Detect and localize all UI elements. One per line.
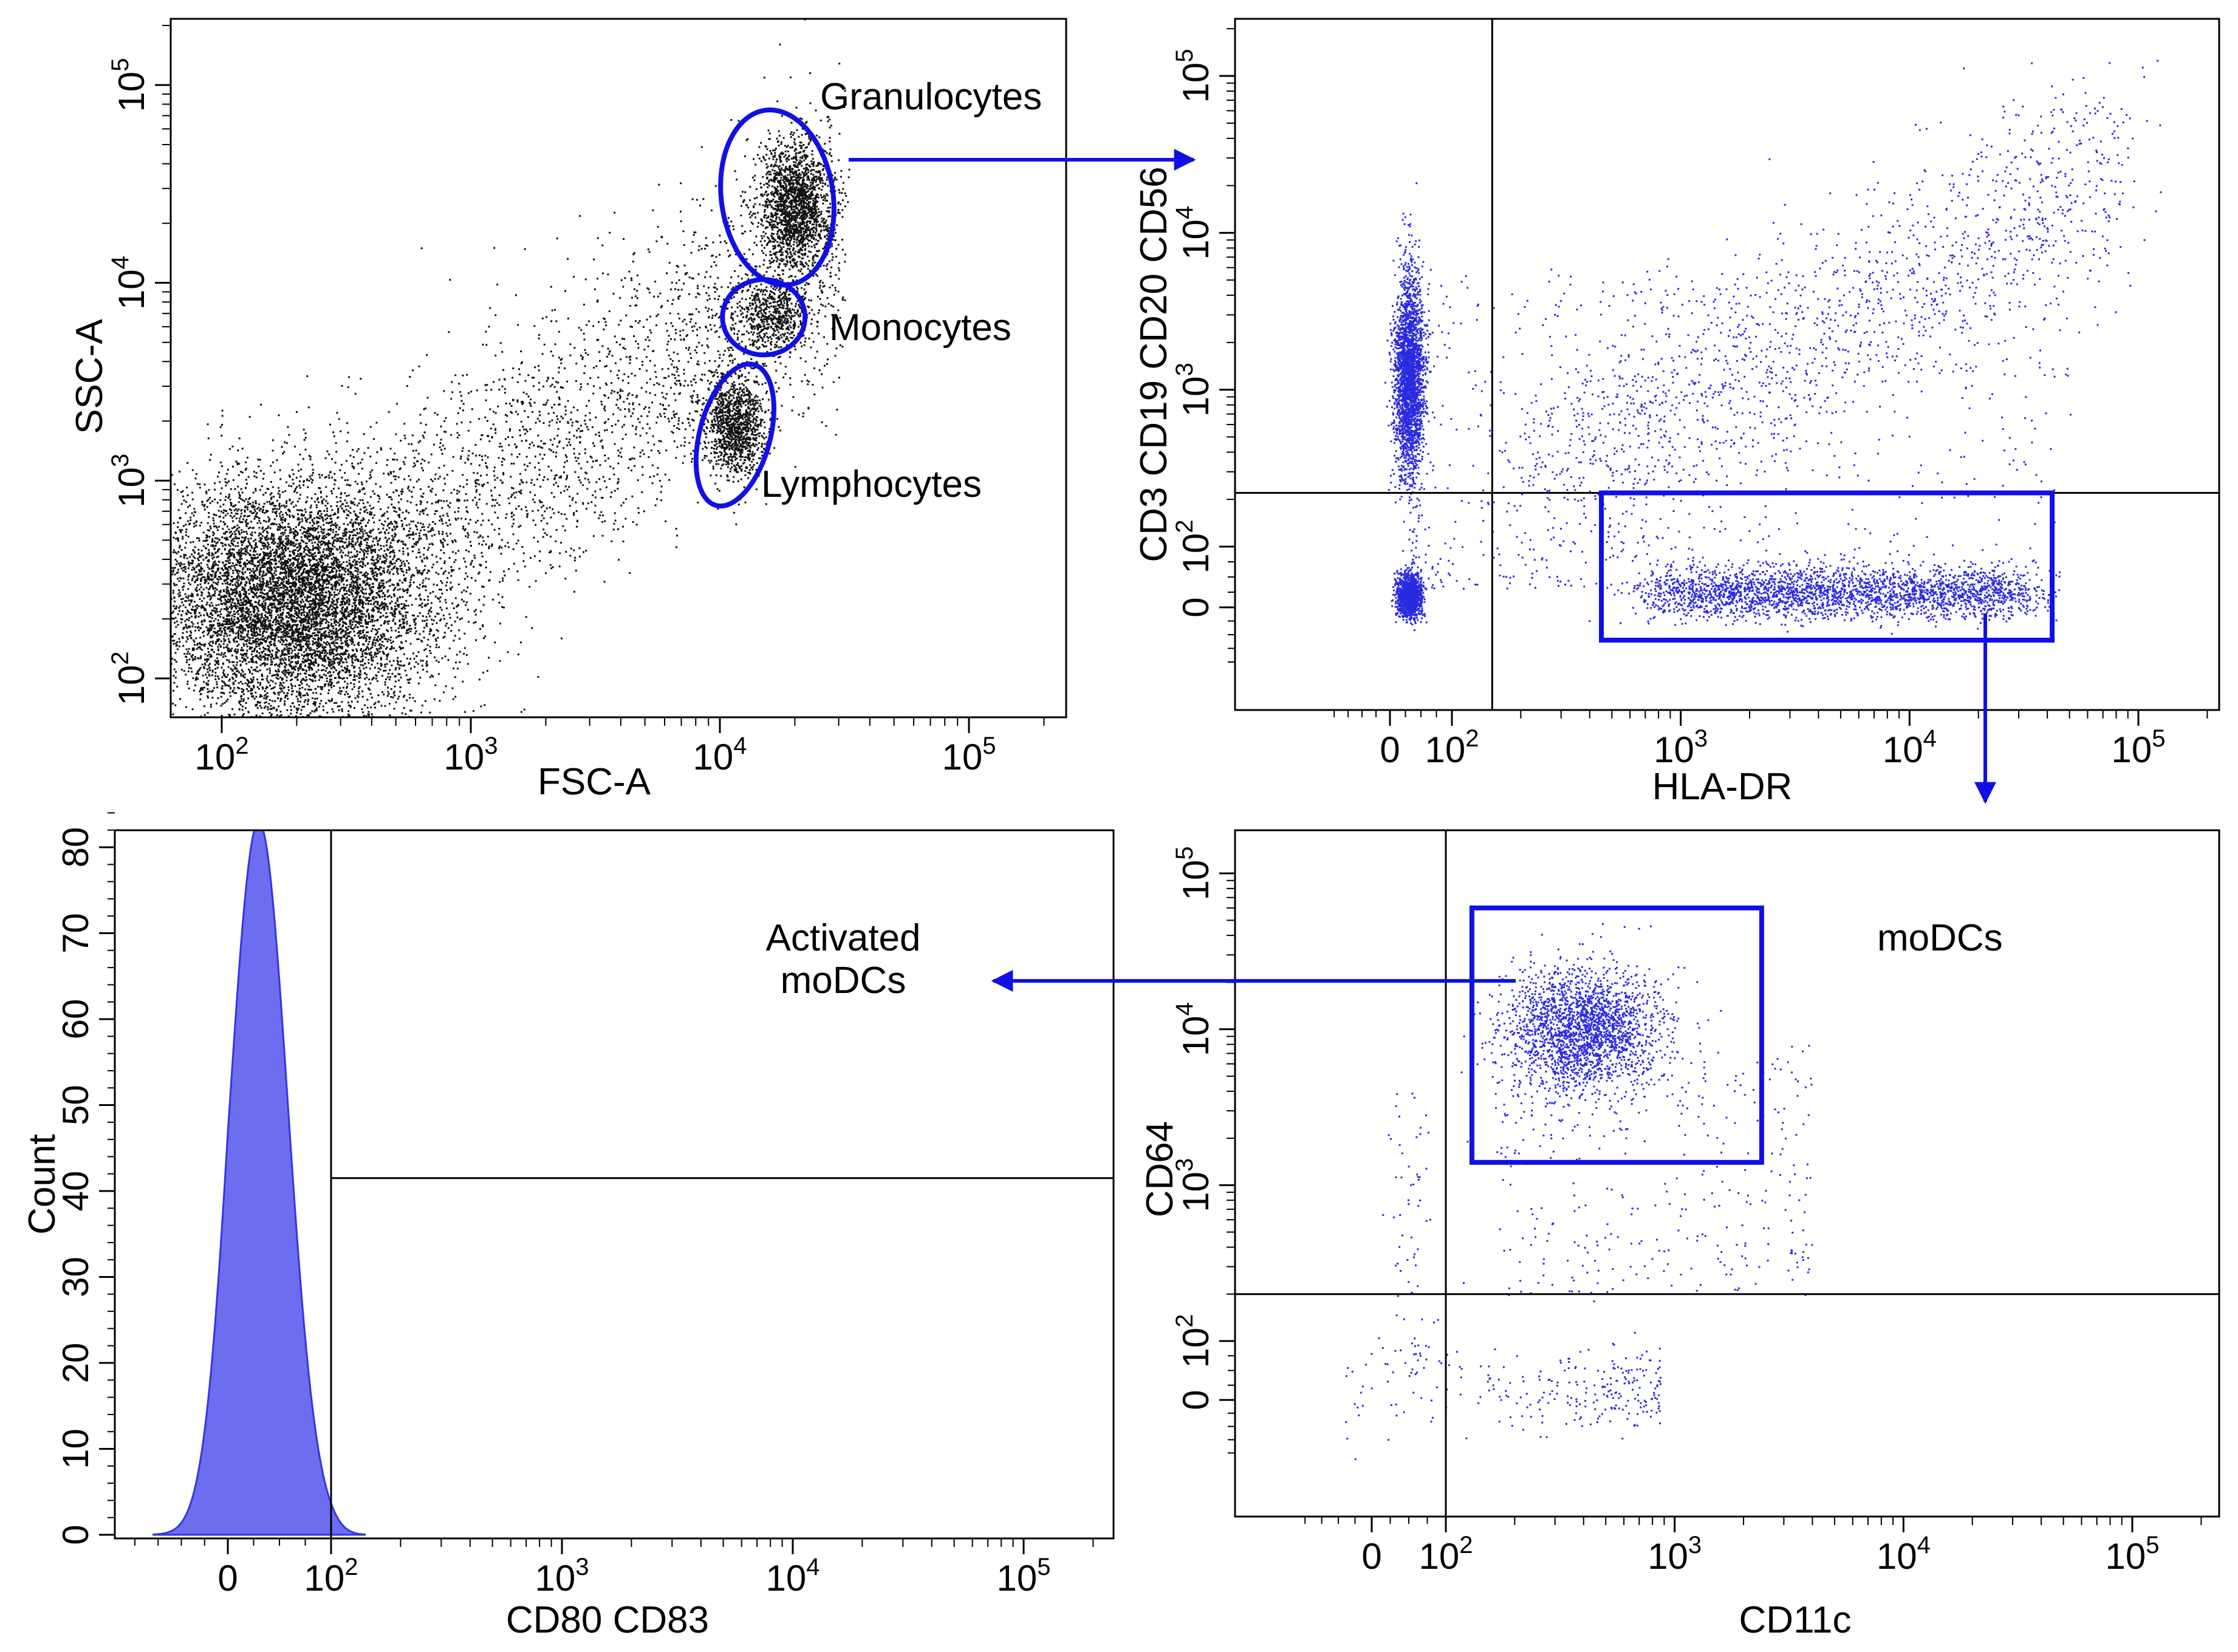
- c-y-tick-label: 60: [55, 999, 96, 1040]
- c-x-tick-label: 104: [766, 1554, 820, 1599]
- panel-a-ylabel: SSC-A: [69, 319, 111, 434]
- panel-c-ticks: 0 102 103 104 105 0 10 20 30 40 50 60 70 80: [55, 812, 1094, 1599]
- a-x-tick-label: 102: [195, 732, 249, 777]
- panel-a-ticks: 102 103 104 105 102 103 104 105: [107, 24, 1045, 777]
- modcs-label: moDCs: [1877, 917, 2003, 959]
- b-y-tick-label: 104: [1171, 206, 1216, 260]
- c-y-tick-label: 0: [55, 1524, 96, 1544]
- b-x-tick-label: 0: [1380, 729, 1400, 770]
- c-x-tick-label: 103: [535, 1554, 589, 1599]
- d-x-tick-label: 102: [1419, 1532, 1473, 1577]
- d-x-tick-label: 104: [1877, 1532, 1931, 1577]
- panel-c-histogram: [152, 830, 366, 1536]
- c-y-tick-label: 20: [55, 1343, 96, 1384]
- panel-d-frame: [1234, 829, 2220, 1518]
- panel-b-ylabel: CD3 CD19 CD20 CD56: [1133, 166, 1175, 562]
- panel-d-quadrant-lines: [1235, 830, 2219, 1517]
- panel-c-frame: [114, 829, 1115, 1540]
- monocytes-label: Monocytes: [829, 307, 1011, 349]
- b-x-tick-label: 103: [1654, 725, 1708, 770]
- c-y-tick-label: 40: [55, 1171, 96, 1212]
- d-y-tick-label: 102: [1171, 1314, 1216, 1368]
- c-x-tick-label: 102: [304, 1554, 358, 1599]
- panel-b-event-dots: [1384, 60, 2162, 635]
- gate-granulocytes: [718, 108, 837, 288]
- a-y-tick-label: 104: [107, 256, 152, 310]
- panel-b-xlabel: HLA-DR: [1652, 766, 1793, 808]
- a-y-tick-label: 105: [107, 58, 152, 112]
- c-x-tick-label: 0: [217, 1558, 238, 1599]
- a-x-tick-label: 105: [942, 732, 996, 777]
- c-y-tick-label: 70: [55, 913, 96, 954]
- b-x-tick-label: 105: [2112, 725, 2166, 770]
- panel-b-frame: [1234, 18, 2220, 711]
- d-x-tick-label: 0: [1361, 1536, 1381, 1577]
- panel-c-xlabel: CD80 CD83: [506, 1599, 709, 1641]
- gate-monocytes: [720, 277, 808, 358]
- panel-d-event-dots: [1345, 923, 1813, 1460]
- granulocytes-label: Granulocytes: [820, 76, 1042, 118]
- b-y-tick-label: 102: [1171, 520, 1216, 574]
- b-x-tick-label: 102: [1425, 725, 1479, 770]
- d-y-tick-label: 105: [1171, 847, 1216, 901]
- c-y-tick-label: 50: [55, 1085, 96, 1125]
- cd80-cd83-histogram-area: [152, 830, 366, 1536]
- panel-a-frame: [169, 18, 1067, 718]
- panel-c: 0 102 103 104 105 0 10 20 30 40 50 60 70 80 CD80 CD83…: [21, 812, 1115, 1641]
- d-y-tick-label: 0: [1175, 1390, 1216, 1410]
- d-x-tick-label: 103: [1648, 1532, 1702, 1577]
- panel-c-marker: [330, 830, 1114, 1538]
- panel-d-gates: [1469, 905, 1764, 1165]
- population-lymphocytes-events: [690, 336, 782, 505]
- b-x-tick-label: 104: [1883, 725, 1937, 770]
- c-y-tick-label: 10: [55, 1428, 96, 1469]
- c-x-tick-label: 105: [997, 1554, 1051, 1599]
- d-x-tick-label: 105: [2106, 1532, 2160, 1577]
- panel-b-ticks: 0 102 103 104 105 0 102 103 104 105: [1171, 28, 2208, 770]
- population-debris-events: [171, 375, 563, 717]
- a-y-tick-label: 102: [107, 652, 152, 706]
- gate-hladr-positive: [1599, 490, 2055, 643]
- a-x-tick-label: 103: [444, 732, 498, 777]
- panel-a-xlabel: FSC-A: [538, 761, 651, 803]
- panel-b-events: [1384, 60, 2162, 635]
- panel-a: 102 103 104 105 102 103 104 105 FSC-A SSC-A Gra…: [69, 18, 1067, 803]
- panel-a-gates: [693, 108, 837, 509]
- panel-d-xlabel: CD11c: [1739, 1599, 1852, 1641]
- population-background-events: [296, 19, 846, 717]
- activated-label-line2: moDCs: [781, 960, 906, 1002]
- b-y-tick-label: 0: [1175, 597, 1216, 617]
- c-y-tick-label: 30: [55, 1257, 96, 1297]
- panel-b-quadrant-lines: [1235, 19, 2219, 710]
- a-x-tick-label: 104: [693, 732, 747, 777]
- panel-b: 0 102 103 104 105 0 102 103 104 105 HLA-DR CD3 CD…: [1133, 18, 2220, 808]
- b-y-tick-label: 105: [1171, 49, 1216, 103]
- b-y-tick-label: 103: [1171, 363, 1216, 417]
- activated-label-line1: Activated: [765, 917, 920, 959]
- population-monocytes-events: [722, 261, 824, 367]
- lymphocytes-label: Lymphocytes: [761, 463, 982, 505]
- a-y-tick-label: 103: [107, 454, 152, 508]
- panel-d-ylabel: CD64: [1139, 1121, 1181, 1218]
- population-granulocytes-events: [727, 76, 850, 309]
- c-y-tick-label: 80: [55, 827, 96, 868]
- panel-d-events: [1345, 923, 1813, 1460]
- d-y-tick-label: 104: [1171, 1002, 1216, 1056]
- gate-lymphocytes: [693, 361, 776, 509]
- gate-modcs: [1469, 905, 1764, 1165]
- panel-a-events: [171, 19, 850, 717]
- panel-c-ylabel: Count: [21, 1134, 63, 1234]
- panel-b-gates: [1599, 490, 2055, 643]
